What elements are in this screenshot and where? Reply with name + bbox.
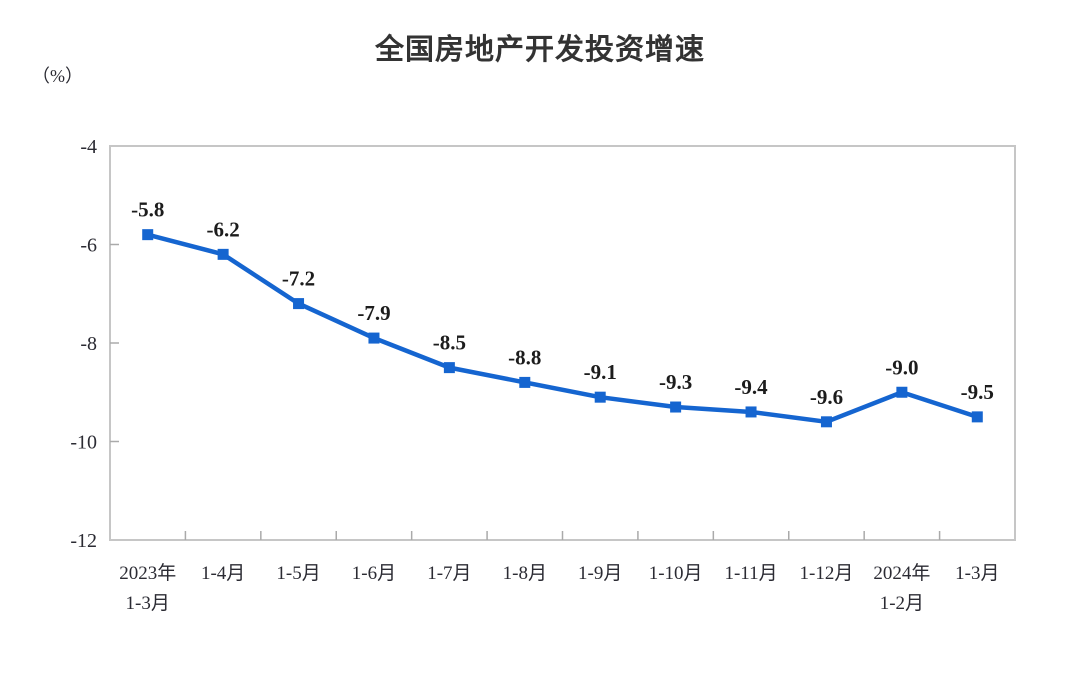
data-point-marker [594,391,606,403]
data-point-label: -7.2 [282,267,315,291]
x-axis-tick-label: 1-12月 [800,563,854,584]
x-axis-tick-label: 1-7月 [427,563,471,584]
data-point-marker [368,332,380,344]
y-axis-tick-label: -8 [80,333,97,355]
series-line [145,232,980,425]
data-point-marker [293,298,305,310]
data-point-marker [670,401,682,413]
data-point-marker [443,362,455,374]
x-axis-tick-label: 1-4月 [201,563,245,584]
x-axis-tick-label: 1-2月 [880,593,924,614]
data-point-label: -9.1 [584,360,617,384]
data-point-marker [820,416,832,428]
data-point-label: -9.6 [810,385,843,409]
y-axis-tick-label: -10 [70,432,97,454]
y-axis-tick-label: -12 [70,530,97,552]
data-point-marker [896,386,908,398]
data-point-label: -9.4 [734,375,768,399]
x-axis-tick-label: 2023年 [119,562,176,584]
data-point-marker [745,406,757,418]
chart-title: 全国房地产开发投资增速 [374,34,705,66]
x-axis-tick-label: 2024年 [873,562,930,584]
data-point-label: -7.9 [357,301,390,325]
y-axis-unit-label: （%） [32,66,83,86]
data-point-marker [519,376,531,388]
data-point-label: -8.8 [508,345,541,369]
x-axis-tick-label: 1-3月 [126,593,170,614]
x-axis-tick-label: 1-8月 [503,563,547,584]
data-point-label: -9.3 [659,370,692,394]
x-axis-tick-label: 1-11月 [724,563,777,584]
x-axis-tick-label: 1-10月 [649,563,703,584]
data-point-marker [217,248,229,260]
y-axis-tick-label: -4 [80,136,97,158]
plot-border [109,145,1016,541]
data-point-marker [142,229,154,241]
data-point-label: -9.0 [885,355,918,379]
x-axis-tick-label: 1-5月 [276,563,320,584]
data-point-label: -5.8 [131,198,164,222]
data-point-marker [971,411,983,423]
y-axis-tick-label: -6 [80,235,97,257]
data-point-label: -9.5 [961,380,994,404]
x-axis-tick-label: 1-9月 [578,563,622,584]
x-axis-tick-label: 1-3月 [955,563,999,584]
data-point-label: -8.5 [433,331,466,355]
x-axis-tick-label: 1-6月 [352,563,396,584]
data-point-label: -6.2 [207,217,240,241]
